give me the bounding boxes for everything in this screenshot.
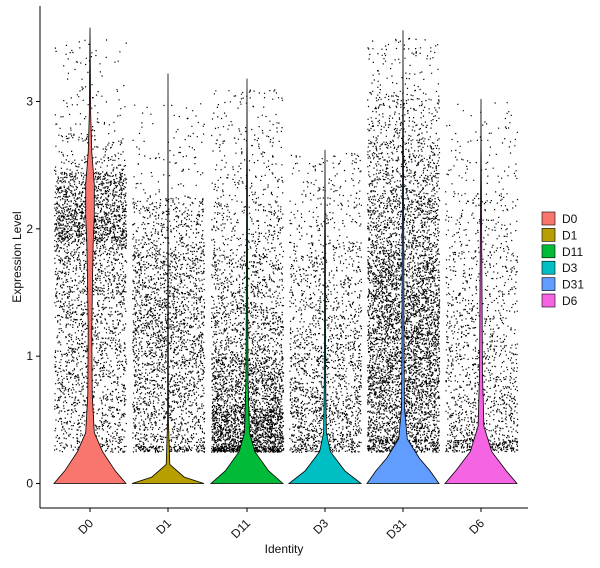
x-axis-title: Identity xyxy=(265,542,304,556)
points-d11 xyxy=(211,89,285,453)
y-tick-label: 3 xyxy=(26,95,33,109)
y-axis-title: Expression Level xyxy=(10,211,24,302)
legend-key-d31 xyxy=(541,277,556,291)
violins-layer xyxy=(53,27,518,484)
y-tick-label: 1 xyxy=(26,349,33,363)
y-ticks: 0 1 2 3 xyxy=(26,95,40,491)
points-d0 xyxy=(54,39,128,453)
legend-key-d3 xyxy=(541,260,556,275)
legend-label-d0: D0 xyxy=(562,212,578,226)
x-tick-label-d0: D0 xyxy=(75,516,96,537)
legend-label-d1: D1 xyxy=(562,228,578,242)
violin-d31 xyxy=(366,30,440,484)
x-tick-label-d6: D6 xyxy=(466,516,487,537)
x-ticks: D0 D1 D11 D3 D31 D6 xyxy=(75,508,487,542)
points-d3-marks xyxy=(289,152,363,453)
points-d11-marks xyxy=(211,89,285,453)
violin-d6 xyxy=(444,98,518,484)
x-tick-label-d3: D3 xyxy=(310,516,331,537)
legend-label-d3: D3 xyxy=(562,261,578,275)
y-tick-label: 0 xyxy=(26,477,33,491)
points-d6-marks xyxy=(445,102,519,453)
x-tick-label-d31: D31 xyxy=(384,516,410,542)
violin-d0 xyxy=(53,27,127,484)
legend-label-d31: D31 xyxy=(562,278,584,292)
x-tick-label-d11: D11 xyxy=(228,516,253,541)
legend-key-d6 xyxy=(541,293,556,308)
violin-d11 xyxy=(209,78,285,484)
legend-key-d0 xyxy=(541,211,556,226)
points-d3 xyxy=(289,152,363,453)
points-d6 xyxy=(445,102,519,453)
x-tick-label-d1: D1 xyxy=(153,516,174,537)
legend: D0 D1 D11 D3 D31 D6 xyxy=(541,211,584,308)
legend-key-d11 xyxy=(541,244,556,259)
violin-d3 xyxy=(287,149,363,484)
points-d0-marks xyxy=(54,39,128,453)
legend-key-d1 xyxy=(541,228,556,242)
violin-d1 xyxy=(131,73,205,484)
legend-label-d11: D11 xyxy=(562,245,583,259)
y-tick-label: 2 xyxy=(26,222,33,236)
legend-label-d6: D6 xyxy=(562,294,578,308)
axes-layer xyxy=(39,6,528,509)
jitter-points-layer xyxy=(54,37,519,453)
